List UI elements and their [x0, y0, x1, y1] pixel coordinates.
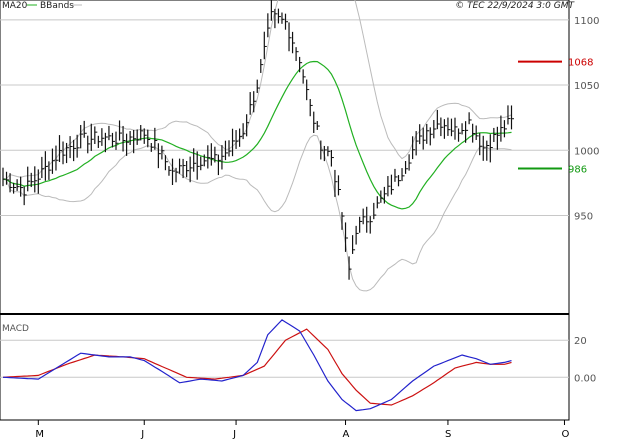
price-y-tick-label: 1050 — [574, 81, 599, 92]
macd-line — [2, 319, 512, 412]
x-tick-label: S — [445, 429, 451, 440]
lower-band — [2, 134, 512, 292]
x-tick-label: J — [140, 429, 144, 440]
price-grid — [0, 19, 569, 216]
price-y-tick-label: 1000 — [574, 146, 599, 157]
macd-signal-line — [2, 328, 512, 406]
x-tick-label: M — [35, 429, 44, 440]
macd-y-ticks: 200.00 — [574, 336, 596, 384]
macd-panel-title: MACD — [2, 324, 29, 334]
ma20-line — [2, 60, 512, 210]
macd-grid — [0, 339, 569, 378]
price-y-tick-label: 1100 — [574, 16, 599, 27]
price-y-tick-label: 950 — [574, 211, 593, 222]
ma20-legend: MA20 — [2, 1, 28, 11]
upper-band — [2, 0, 512, 180]
support-label: 986 — [568, 165, 587, 176]
copyright-label: © TEC 22/9/2024 3:0 GMT — [455, 1, 575, 11]
levels: 1068 986 — [518, 58, 593, 176]
macd-y-tick-label: 20 — [574, 336, 587, 347]
x-tick-label: J — [232, 429, 236, 440]
plot-frame — [0, 0, 570, 421]
bollinger-bands — [2, 0, 512, 292]
ma20-path — [2, 60, 512, 210]
price-bars — [2, 0, 514, 280]
bbands-legend: BBands — [40, 1, 74, 11]
x-tick-label: O — [561, 429, 569, 440]
macd-y-tick-label: 0.00 — [574, 373, 596, 384]
x-tick-label: A — [343, 429, 350, 440]
macd-lines — [2, 319, 512, 412]
price-y-ticks: 1100 1050 1000 950 — [574, 16, 599, 223]
resistance-label: 1068 — [568, 58, 593, 69]
